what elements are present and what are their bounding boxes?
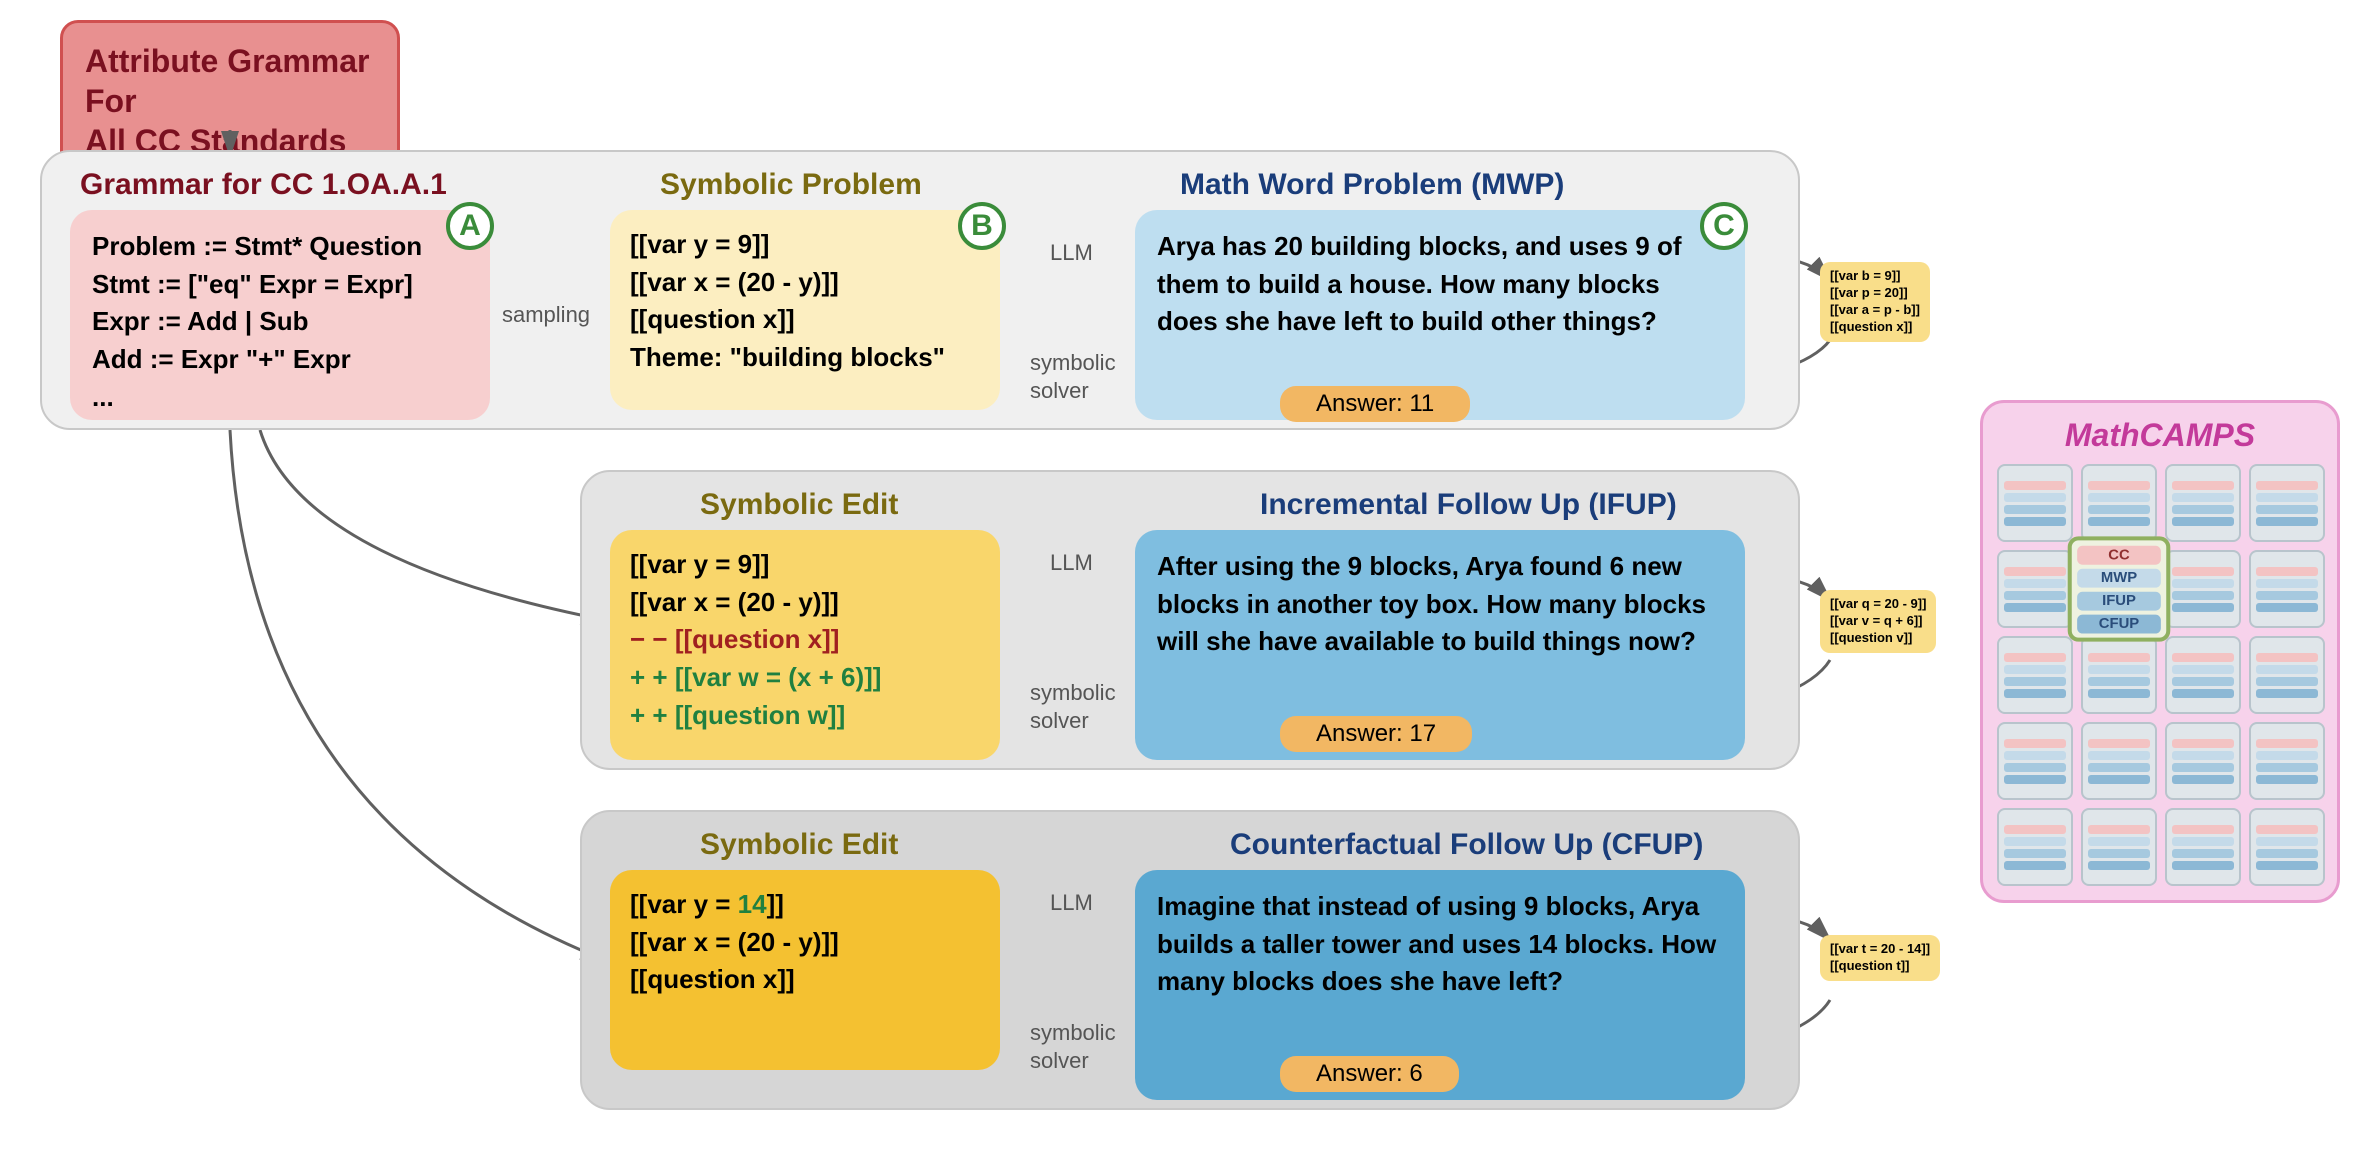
sym-line: [[var y = 9]]: [630, 546, 980, 584]
badge-a: A: [446, 202, 494, 250]
mini-line: [[var t = 20 - 14]]: [1830, 941, 1930, 958]
label-solver-1a: symbolic: [1030, 350, 1116, 376]
mc-card: [1997, 722, 2073, 800]
label-solver-2a: symbolic: [1030, 680, 1116, 706]
sym-line-removed: − − [[question x]]: [630, 621, 980, 659]
mc-card: [2249, 722, 2325, 800]
answer-3: Answer: 6: [1280, 1056, 1459, 1092]
mini-line: [[question x]]: [1830, 319, 1920, 336]
root-title: Attribute Grammar For All CC Standards: [85, 43, 370, 159]
mini-sym-1: [[var b = 9]] [[var p = 20]] [[var a = p…: [1820, 262, 1930, 342]
mc-card: [1997, 808, 2073, 886]
sym-body-2: [[var y = 9]] [[var x = (20 - y)]] − − […: [630, 546, 980, 734]
sym-line: [[question x]]: [630, 961, 980, 999]
sym-changed-value: 14: [738, 889, 767, 919]
mathcamps-grid: CC MWP IFUP CFUP: [1997, 464, 2323, 886]
label-solver-3a: symbolic: [1030, 1020, 1116, 1046]
grammar-line: Add := Expr "+" Expr: [92, 341, 468, 379]
sym-line: [[var x = (20 - y)]]: [630, 584, 980, 622]
mwp-text-2: After using the 9 blocks, Arya found 6 n…: [1157, 548, 1723, 661]
mc-card: [1997, 464, 2073, 542]
grammar-line: Stmt := ["eq" Expr = Expr]: [92, 266, 468, 304]
symbolic-edit-box-3: [[var y = 14]] [[var x = (20 - y)]] [[qu…: [610, 870, 1000, 1070]
sym-line: Theme: "building blocks": [630, 339, 980, 377]
mc-label-cc: CC: [2077, 545, 2161, 564]
mwp-title-2: Incremental Follow Up (IFUP): [1260, 488, 1677, 522]
grammar-line: ...: [92, 379, 468, 417]
label-llm-3: LLM: [1050, 890, 1093, 916]
arrow-grammar-stage3: [230, 430, 605, 960]
mini-sym-3: [[var t = 20 - 14]] [[question t]]: [1820, 935, 1940, 981]
mini-line: [[var b = 9]]: [1830, 268, 1920, 285]
sym-line: [[var x = (20 - y)]]: [630, 924, 980, 962]
sym-line-added: + + [[var w = (x + 6)]]: [630, 659, 980, 697]
label-sampling: sampling: [502, 302, 590, 328]
grammar-box: Problem := Stmt* Question Stmt := ["eq" …: [70, 210, 490, 420]
mc-card: [2081, 464, 2157, 542]
mc-card: [2165, 636, 2241, 714]
label-solver-2b: solver: [1030, 708, 1089, 734]
mc-card: [2249, 636, 2325, 714]
mc-card: [2249, 550, 2325, 628]
mwp-text-1: Arya has 20 building blocks, and uses 9 …: [1157, 228, 1723, 341]
mc-card: [2165, 550, 2241, 628]
mwp-title-3: Counterfactual Follow Up (CFUP): [1230, 828, 1703, 862]
mc-card: [1997, 550, 2073, 628]
mc-label-cfup: CFUP: [2077, 614, 2161, 633]
sym-title-3: Symbolic Edit: [700, 828, 898, 862]
grammar-body: Problem := Stmt* Question Stmt := ["eq" …: [92, 228, 468, 416]
grammar-title: Grammar for CC 1.OA.A.1: [80, 168, 447, 202]
mc-card: [2249, 808, 2325, 886]
mc-card: [2165, 464, 2241, 542]
mathcamps-title: MathCAMPS: [1997, 417, 2323, 454]
grammar-line: Problem := Stmt* Question: [92, 228, 468, 266]
mwp-title-1: Math Word Problem (MWP): [1180, 168, 1564, 202]
mc-card: [2081, 636, 2157, 714]
sym-body-1: [[var y = 9]] [[var x = (20 - y)]] [[que…: [630, 226, 980, 377]
mini-line: [[question v]]: [1830, 630, 1926, 647]
arrow-grammar-stage2: [260, 430, 605, 620]
mc-card: [2081, 808, 2157, 886]
mini-line: [[var p = 20]]: [1830, 285, 1920, 302]
mini-line: [[var v = q + 6]]: [1830, 613, 1926, 630]
mc-card: [1997, 636, 2073, 714]
badge-b: B: [958, 202, 1006, 250]
sym-suffix: ]]: [767, 889, 784, 919]
mini-sym-2: [[var q = 20 - 9]] [[var v = q + 6]] [[q…: [1820, 590, 1936, 653]
sym-line: [[var y = 9]]: [630, 226, 980, 264]
sym-line: [[var y = 14]]: [630, 886, 980, 924]
label-llm-2: LLM: [1050, 550, 1093, 576]
sym-body-3: [[var y = 14]] [[var x = (20 - y)]] [[qu…: [630, 886, 980, 999]
mc-card: [2165, 722, 2241, 800]
mini-line: [[question t]]: [1830, 958, 1930, 975]
mc-card: [2165, 808, 2241, 886]
mc-card: [2249, 464, 2325, 542]
mwp-text-3: Imagine that instead of using 9 blocks, …: [1157, 888, 1723, 1001]
sym-line: [[var x = (20 - y)]]: [630, 264, 980, 302]
badge-c: C: [1700, 202, 1748, 250]
label-solver-1b: solver: [1030, 378, 1089, 404]
label-solver-3b: solver: [1030, 1048, 1089, 1074]
mc-label-ifup: IFUP: [2077, 591, 2161, 610]
mc-card-big: CC MWP IFUP CFUP: [2068, 536, 2171, 641]
mini-line: [[var q = 20 - 9]]: [1830, 596, 1926, 613]
sym-line: [[question x]]: [630, 301, 980, 339]
mc-label-mwp: MWP: [2077, 568, 2161, 587]
answer-2: Answer: 17: [1280, 716, 1472, 752]
sym-line-added: + + [[question w]]: [630, 697, 980, 735]
sym-title-2: Symbolic Edit: [700, 488, 898, 522]
mc-card: [2081, 722, 2157, 800]
sym-prefix: [[var y =: [630, 889, 738, 919]
answer-1: Answer: 11: [1280, 386, 1470, 422]
mathcamps-panel: MathCAMPS CC MWP IFUP CFUP: [1980, 400, 2340, 903]
sym-title-1: Symbolic Problem: [660, 168, 922, 202]
symbolic-problem-box: [[var y = 9]] [[var x = (20 - y)]] [[que…: [610, 210, 1000, 410]
symbolic-edit-box-2: [[var y = 9]] [[var x = (20 - y)]] − − […: [610, 530, 1000, 760]
label-llm-1: LLM: [1050, 240, 1093, 266]
mini-line: [[var a = p - b]]: [1830, 302, 1920, 319]
grammar-line: Expr := Add | Sub: [92, 303, 468, 341]
